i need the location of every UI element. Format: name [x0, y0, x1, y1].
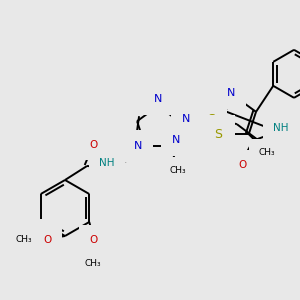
Text: CH₃: CH₃ — [13, 230, 29, 238]
Text: CH₃: CH₃ — [85, 259, 102, 268]
Text: NH: NH — [99, 158, 115, 168]
Text: N: N — [227, 88, 235, 98]
Text: N: N — [172, 135, 180, 145]
Text: O: O — [43, 235, 51, 245]
Text: O: O — [39, 229, 47, 239]
Text: CH₃: CH₃ — [16, 236, 32, 244]
Text: N: N — [154, 94, 162, 104]
Text: S: S — [214, 128, 222, 141]
Text: N: N — [182, 114, 190, 124]
Text: O: O — [89, 140, 97, 150]
Text: O: O — [239, 160, 247, 170]
Text: CH₃: CH₃ — [258, 148, 275, 157]
Text: S: S — [207, 113, 215, 126]
Text: O: O — [89, 235, 98, 245]
Text: CH₃: CH₃ — [169, 166, 186, 175]
Text: NH: NH — [273, 123, 289, 133]
Text: N: N — [134, 141, 142, 151]
